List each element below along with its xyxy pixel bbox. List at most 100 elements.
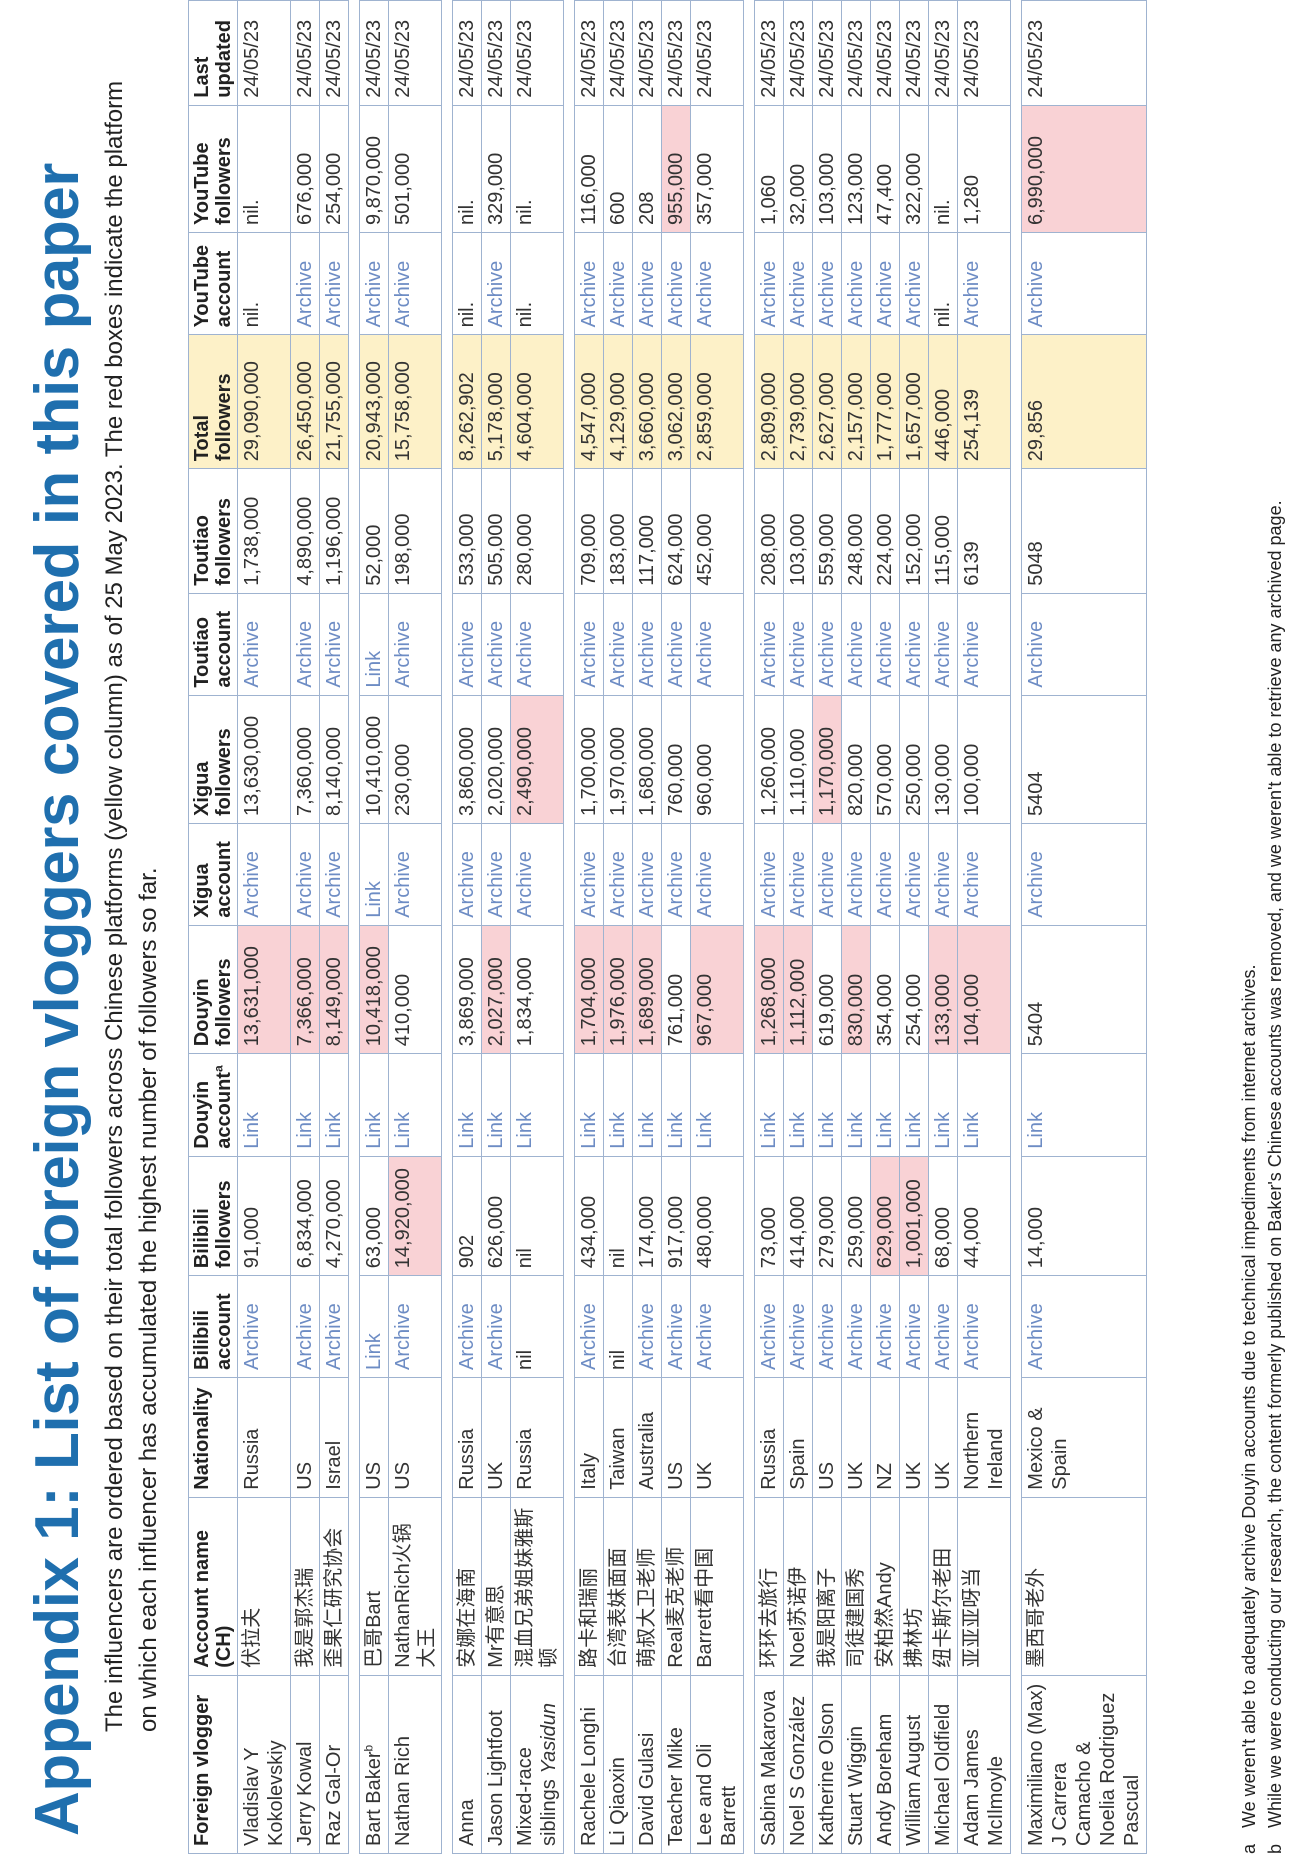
archive-link[interactable]: Link	[1025, 1112, 1047, 1149]
archive-link[interactable]: Archive	[636, 620, 658, 688]
archive-link[interactable]: Archive	[903, 260, 925, 328]
archive-link[interactable]: Archive	[241, 1303, 263, 1370]
archive-link[interactable]: Archive	[932, 620, 954, 688]
archive-link[interactable]: Archive	[323, 1303, 345, 1370]
archive-link[interactable]: Link	[607, 1112, 629, 1149]
archive-link[interactable]: Archive	[578, 1303, 600, 1370]
archive-link[interactable]: Archive	[485, 620, 507, 688]
archive-link[interactable]: Archive	[816, 1303, 838, 1370]
archive-link[interactable]: Archive	[1025, 851, 1047, 918]
archive-link[interactable]: Archive	[758, 851, 780, 918]
archive-link[interactable]: Link	[514, 1112, 536, 1149]
archive-link[interactable]: Archive	[323, 260, 345, 328]
archive-link[interactable]: Archive	[514, 851, 536, 918]
archive-link[interactable]: Archive	[961, 620, 983, 688]
archive-link[interactable]: Link	[758, 1112, 780, 1149]
archive-link[interactable]: Archive	[874, 620, 896, 688]
archive-link[interactable]: Archive	[787, 620, 809, 688]
archive-link[interactable]: Link	[363, 881, 385, 918]
archive-link[interactable]: Archive	[816, 620, 838, 688]
archive-link[interactable]: Archive	[1025, 260, 1047, 328]
archive-link[interactable]: Archive	[961, 1303, 983, 1370]
archive-link[interactable]: Archive	[241, 851, 263, 918]
archive-link[interactable]: Archive	[392, 260, 414, 328]
archive-link[interactable]: Archive	[456, 851, 478, 918]
archive-link[interactable]: Link	[578, 1112, 600, 1149]
archive-link[interactable]: Archive	[578, 620, 600, 688]
archive-link[interactable]: Archive	[514, 620, 536, 688]
archive-link[interactable]: Archive	[607, 620, 629, 688]
archive-link[interactable]: Archive	[323, 620, 345, 688]
archive-link[interactable]: Archive	[665, 1303, 687, 1370]
archive-link[interactable]: Link	[323, 1112, 345, 1149]
archive-link[interactable]: Archive	[636, 851, 658, 918]
archive-link[interactable]: Archive	[363, 260, 385, 328]
archive-link[interactable]: Archive	[787, 260, 809, 328]
archive-link[interactable]: Link	[932, 1112, 954, 1149]
archive-link[interactable]: Archive	[961, 260, 983, 328]
archive-link[interactable]: Archive	[1025, 1303, 1047, 1370]
archive-link[interactable]: Link	[694, 1112, 716, 1149]
archive-link[interactable]: Archive	[241, 620, 263, 688]
archive-link[interactable]: Archive	[758, 260, 780, 328]
archive-link[interactable]: Archive	[787, 851, 809, 918]
archive-link[interactable]: Archive	[294, 851, 316, 918]
archive-link[interactable]: Link	[363, 650, 385, 688]
archive-link[interactable]: Archive	[694, 260, 716, 328]
archive-link[interactable]: Archive	[578, 851, 600, 918]
archive-link[interactable]: Archive	[456, 620, 478, 688]
archive-link[interactable]: Archive	[903, 1303, 925, 1370]
archive-link[interactable]: Link	[636, 1112, 658, 1149]
archive-link[interactable]: Archive	[694, 620, 716, 688]
archive-link[interactable]: Archive	[845, 1303, 867, 1370]
archive-link[interactable]: Archive	[636, 1303, 658, 1370]
archive-link[interactable]: Link	[665, 1112, 687, 1149]
archive-link[interactable]: Archive	[903, 851, 925, 918]
archive-link[interactable]: Archive	[787, 1303, 809, 1370]
archive-link[interactable]: Archive	[294, 620, 316, 688]
archive-link[interactable]: Archive	[961, 851, 983, 918]
archive-link[interactable]: Archive	[903, 620, 925, 688]
archive-link[interactable]: Archive	[392, 620, 414, 688]
archive-link[interactable]: Archive	[665, 620, 687, 688]
archive-link[interactable]: Archive	[665, 260, 687, 328]
archive-link[interactable]: Archive	[485, 1303, 507, 1370]
archive-link[interactable]: Link	[456, 1112, 478, 1149]
archive-link[interactable]: Archive	[578, 260, 600, 328]
archive-link[interactable]: Archive	[874, 260, 896, 328]
archive-link[interactable]: Archive	[665, 851, 687, 918]
archive-link[interactable]: Link	[392, 1112, 414, 1149]
archive-link[interactable]: Archive	[323, 851, 345, 918]
archive-link[interactable]: Archive	[758, 1303, 780, 1370]
archive-link[interactable]: Link	[845, 1112, 867, 1149]
archive-link[interactable]: Archive	[845, 260, 867, 328]
archive-link[interactable]: Archive	[694, 851, 716, 918]
archive-link[interactable]: Archive	[874, 851, 896, 918]
archive-link[interactable]: Archive	[694, 1303, 716, 1370]
archive-link[interactable]: Archive	[607, 851, 629, 918]
archive-link[interactable]: Archive	[294, 1303, 316, 1370]
archive-link[interactable]: Archive	[845, 620, 867, 688]
archive-link[interactable]: Archive	[456, 1303, 478, 1370]
archive-link[interactable]: Link	[961, 1112, 983, 1149]
archive-link[interactable]: Link	[787, 1112, 809, 1149]
archive-link[interactable]: Archive	[294, 260, 316, 328]
archive-link[interactable]: Archive	[845, 851, 867, 918]
archive-link[interactable]: Archive	[392, 1303, 414, 1370]
archive-link[interactable]: Link	[874, 1112, 896, 1149]
archive-link[interactable]: Archive	[485, 260, 507, 328]
archive-link[interactable]: Archive	[816, 851, 838, 918]
archive-link[interactable]: Archive	[607, 260, 629, 328]
archive-link[interactable]: Link	[363, 1333, 385, 1370]
archive-link[interactable]: Link	[903, 1112, 925, 1149]
archive-link[interactable]: Link	[294, 1112, 316, 1149]
archive-link[interactable]: Link	[241, 1112, 263, 1149]
archive-link[interactable]: Link	[485, 1112, 507, 1149]
archive-link[interactable]: Link	[816, 1112, 838, 1149]
archive-link[interactable]: Archive	[636, 260, 658, 328]
archive-link[interactable]: Archive	[932, 851, 954, 918]
archive-link[interactable]: Link	[363, 1112, 385, 1149]
archive-link[interactable]: Archive	[485, 851, 507, 918]
archive-link[interactable]: Archive	[816, 260, 838, 328]
archive-link[interactable]: Archive	[1025, 620, 1047, 688]
